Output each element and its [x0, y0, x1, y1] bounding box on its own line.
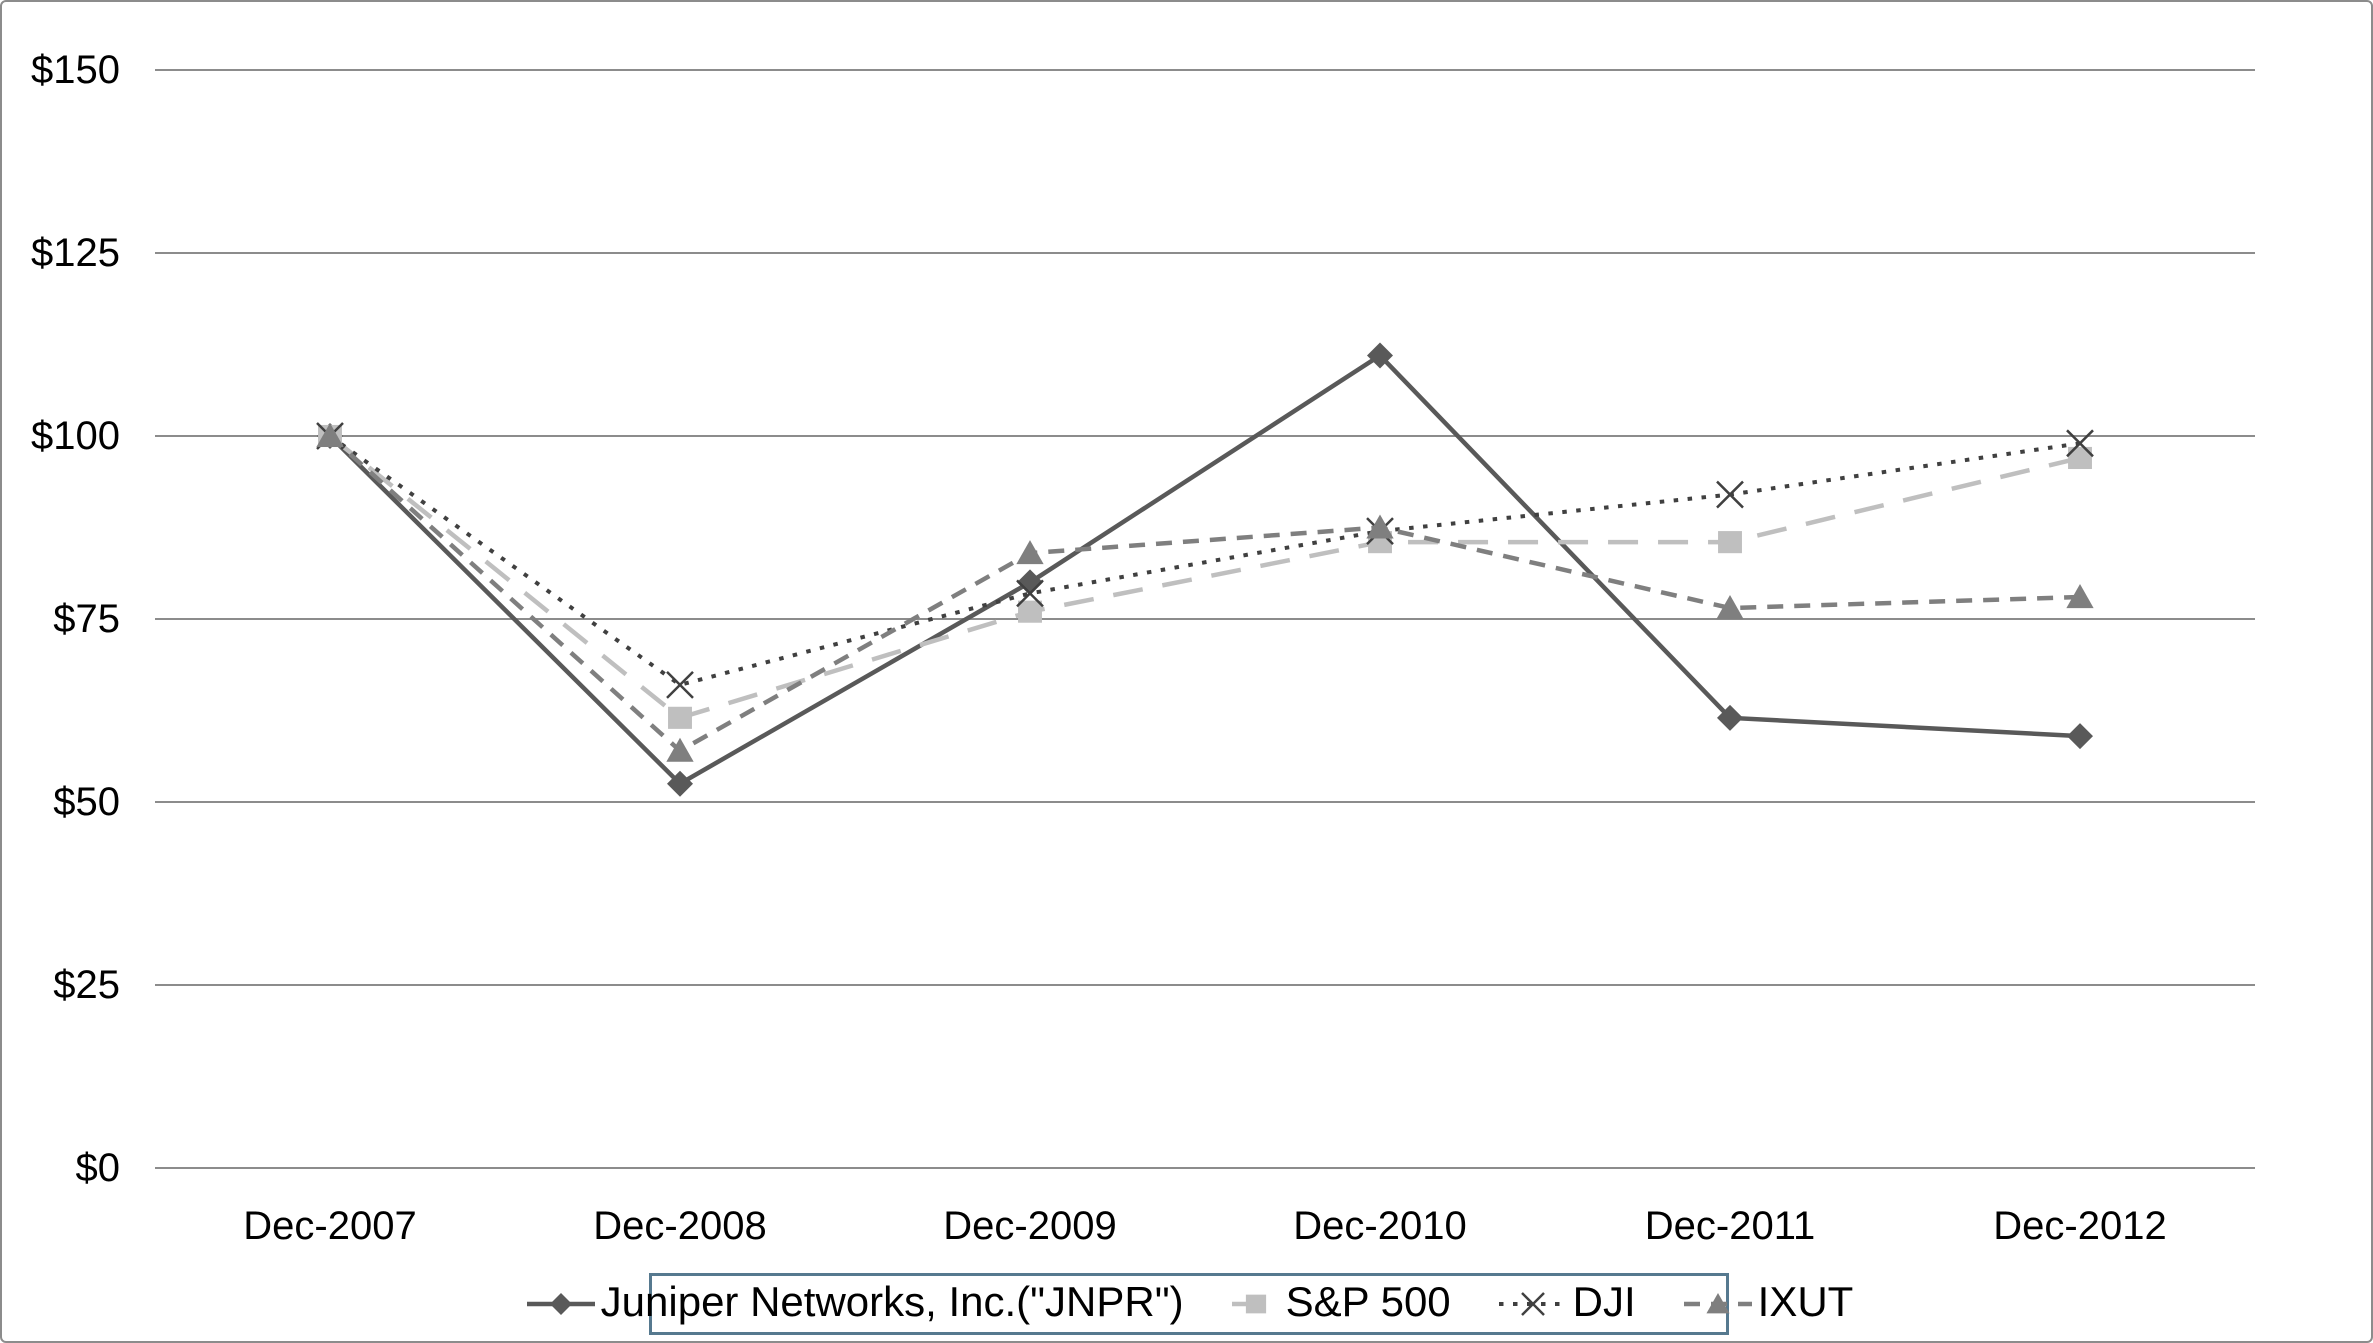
triangle-marker — [1716, 595, 1744, 620]
legend: Juniper Networks, Inc.("JNPR") S&P 500 D… — [526, 1273, 1853, 1335]
triangle-marker — [1706, 1293, 1730, 1314]
square-marker — [1018, 600, 1042, 623]
series-line-s-p-500 — [328, 434, 2081, 721]
x-axis-label: Dec-2008 — [593, 1204, 766, 1248]
jnpr-diamond-line-icon — [526, 1293, 595, 1315]
triangle-marker — [666, 737, 694, 762]
y-axis-label: $150 — [31, 48, 120, 92]
diamond-marker — [2067, 723, 2093, 750]
square-marker — [668, 706, 692, 729]
legend-label-jnpr: Juniper Networks, Inc.("JNPR") — [600, 1278, 1184, 1325]
x-cross-marker — [1520, 1292, 1545, 1316]
y-axis-label: $100 — [31, 414, 120, 458]
y-axis-label: $25 — [53, 963, 120, 1007]
x-axis-label: Dec-2011 — [1645, 1204, 1815, 1248]
series-line-dji — [328, 434, 2081, 688]
legend-item-ixut: IXUT — [1682, 1278, 1854, 1327]
diamond-marker — [549, 1293, 572, 1315]
ixut-triangle-dash-line-icon — [1683, 1293, 1752, 1314]
diamond-marker — [1367, 342, 1393, 369]
diamond-marker — [667, 770, 693, 797]
square-marker — [1718, 531, 1742, 554]
y-axis-label: $50 — [53, 780, 120, 824]
y-axis-label: $75 — [53, 597, 120, 641]
legend-item-jnpr: Juniper Networks, Inc.("JNPR") — [525, 1281, 1184, 1327]
legend-label-sp500: S&P 500 — [1285, 1278, 1451, 1325]
legend-item-sp500: S&P 500 — [1230, 1281, 1451, 1327]
series-line-jnpr — [328, 352, 2081, 787]
diamond-marker — [1717, 704, 1743, 731]
triangle-marker — [1366, 514, 1394, 539]
x-axis-label: Dec-2009 — [943, 1204, 1116, 1248]
series-line-ixut — [328, 434, 2081, 754]
y-axis-label: $125 — [31, 231, 120, 275]
x-axis-label: Dec-2010 — [1293, 1204, 1466, 1248]
y-axis-label: $0 — [76, 1146, 121, 1190]
x-axis-label: Dec-2007 — [243, 1204, 416, 1248]
square-marker — [2068, 446, 2092, 470]
triangle-marker — [316, 423, 344, 448]
legend-label-dji: DJI — [1572, 1278, 1636, 1325]
sp500-square-line-icon — [1231, 1294, 1280, 1314]
diamond-marker — [1017, 569, 1043, 596]
triangle-marker — [2066, 584, 2094, 609]
triangle-marker — [1016, 540, 1044, 565]
dji-x-dotted-line-icon — [1498, 1292, 1567, 1316]
x-cross-marker — [1016, 579, 1044, 608]
legend-label-ixut: IXUT — [1757, 1278, 1854, 1325]
legend-item-dji: DJI — [1497, 1281, 1636, 1327]
x-cross-marker — [666, 670, 694, 699]
x-cross-marker — [1716, 480, 1744, 509]
square-marker — [1245, 1294, 1266, 1314]
x-cross-marker — [2066, 429, 2094, 458]
x-axis-label: Dec-2012 — [1993, 1204, 2166, 1248]
